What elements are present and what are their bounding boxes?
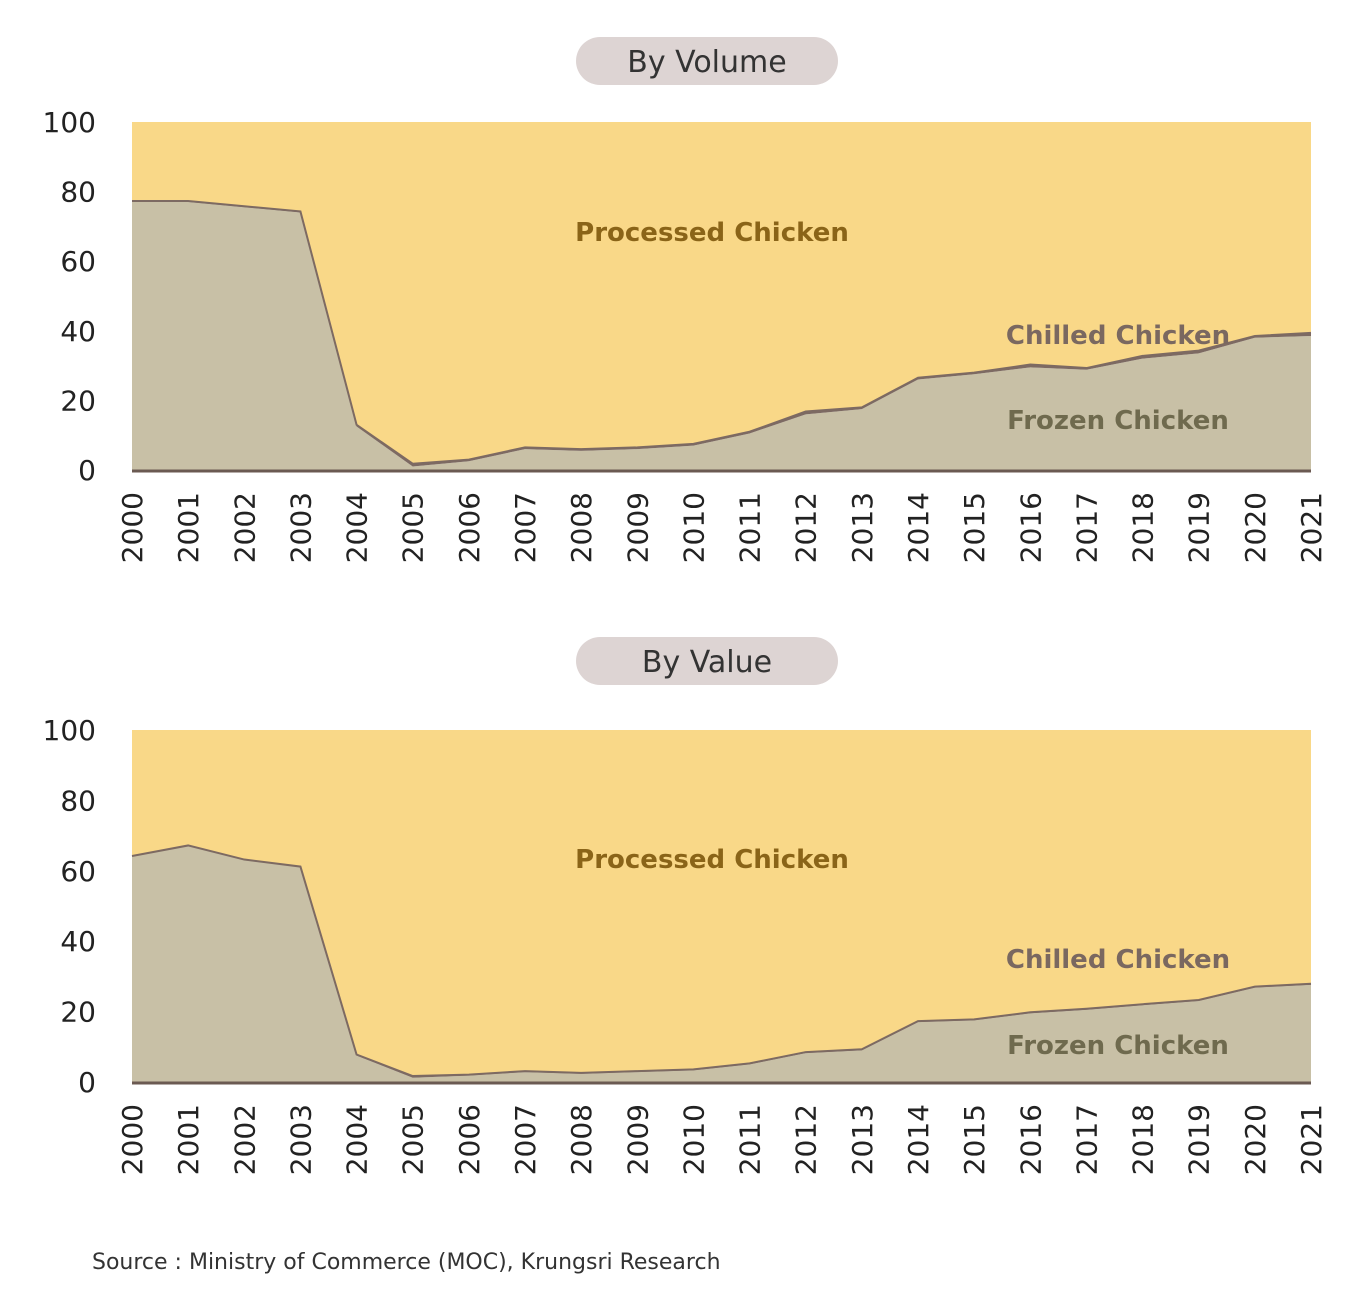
x-tick-label: 2021: [1295, 1104, 1328, 1175]
x-tick-label: 2003: [284, 1104, 317, 1175]
y-tick-label: 0: [78, 454, 96, 487]
x-tick-label: 2020: [1239, 1104, 1272, 1175]
x-tick-label: 2005: [397, 1104, 430, 1175]
y-tick-label: 100: [43, 106, 96, 139]
y-tick-label: 40: [60, 925, 96, 958]
line-chilled-boundary: [131, 844, 1312, 1078]
series-label-chilled-chicken: Chilled Chicken: [1006, 321, 1230, 351]
x-tick-label: 2009: [621, 492, 654, 563]
area-frozen-chicken: [132, 202, 1311, 471]
y-tick-label: 60: [60, 855, 96, 888]
x-tick-label: 2016: [1014, 1104, 1047, 1175]
y-tick-label: 100: [43, 714, 96, 747]
y-tick-label: 60: [60, 245, 96, 278]
x-tick-label: 2014: [902, 1104, 935, 1175]
y-tick-label: 20: [60, 384, 96, 417]
y-tick-label: 0: [78, 1066, 96, 1099]
x-tick-label: 2006: [453, 492, 486, 563]
x-tick-label: 2019: [1183, 1104, 1216, 1175]
line-chilled-boundary: [132, 200, 1312, 465]
x-tick-label: 2007: [509, 1104, 542, 1175]
x-tick-label: 2019: [1183, 492, 1216, 563]
x-tick-label: 2004: [341, 492, 374, 563]
x-tick-label: 2017: [1070, 492, 1103, 563]
y-tick-label: 20: [60, 996, 96, 1029]
x-tick-label: 2005: [397, 492, 430, 563]
series-label-processed-chicken: Processed Chicken: [575, 845, 849, 875]
x-tick-label: 2020: [1239, 492, 1272, 563]
x-tick-label: 2010: [677, 1104, 710, 1175]
area-processed-chicken: [132, 122, 1311, 464]
series-label-processed-chicken: Processed Chicken: [575, 218, 849, 248]
x-tick-label: 2001: [172, 1104, 205, 1175]
chart-by-value: By Value 0 20 40 60 80 100 2000 2001 2002 2003 2004…: [0, 610, 1345, 1210]
x-tick-label: 2018: [1127, 492, 1160, 563]
x-tick-label: 2002: [228, 1104, 261, 1175]
x-tick-label: 2006: [453, 1104, 486, 1175]
chart-title-pill: [576, 637, 838, 685]
x-tick-label: 2001: [172, 492, 205, 563]
x-tick-label: 2000: [116, 492, 149, 563]
series-label-frozen-chicken: Frozen Chicken: [1007, 406, 1229, 436]
chart-title: By Volume: [576, 37, 838, 85]
x-tick-label: 2015: [958, 492, 991, 563]
x-tick-label: 2012: [790, 492, 823, 563]
source-note: Source : Ministry of Commerce (MOC), Kru…: [92, 1250, 721, 1275]
x-tick-label: 2018: [1127, 1104, 1160, 1175]
y-tick-label: 80: [60, 176, 96, 209]
chart-title-text: By Value: [642, 645, 772, 680]
x-tick-label: 2021: [1295, 492, 1328, 563]
x-tick-label: 2013: [846, 1104, 879, 1175]
x-tick-label: 2008: [565, 1104, 598, 1175]
x-tick-label: 2012: [790, 1104, 823, 1175]
x-tick-label: 2009: [621, 1104, 654, 1175]
x-tick-label: 2003: [284, 492, 317, 563]
chart-title: By Value: [576, 637, 838, 685]
series-label-chilled-chicken: Chilled Chicken: [1006, 945, 1230, 975]
series-label-frozen-chicken: Frozen Chicken: [1007, 1031, 1229, 1061]
chart-title-text: By Volume: [627, 45, 786, 80]
x-tick-label: 2015: [958, 1104, 991, 1175]
x-tick-label: 2017: [1070, 1104, 1103, 1175]
x-tick-label: 2013: [846, 492, 879, 563]
y-tick-label: 40: [60, 315, 96, 348]
chart-title-pill: [576, 37, 838, 85]
chart-by-volume-svg: By Volume 0 20 40 60 80 100 2000 2001 2002 2003 200…: [43, 37, 1328, 563]
x-tick-label: 2004: [341, 1104, 374, 1175]
x-tick-label: 2008: [565, 492, 598, 563]
area-processed-chicken: [132, 730, 1311, 1077]
x-tick-label: 2011: [734, 1104, 767, 1175]
area-frozen-chicken: [132, 846, 1311, 1082]
x-tick-label: 2002: [228, 492, 261, 563]
y-tick-label: 80: [60, 784, 96, 817]
x-tick-label: 2000: [116, 1104, 149, 1175]
x-tick-label: 2014: [902, 492, 935, 563]
x-tick-label: 2007: [509, 492, 542, 563]
x-tick-label: 2011: [734, 492, 767, 563]
x-tick-label: 2016: [1014, 492, 1047, 563]
chart-by-value-svg: By Value 0 20 40 60 80 100 2000 2001 2002 2003 2004…: [43, 637, 1328, 1175]
x-tick-label: 2010: [677, 492, 710, 563]
chart-by-volume: By Volume 0 20 40 60 80 100 2000 2001 2002 2003 200…: [0, 0, 1345, 600]
